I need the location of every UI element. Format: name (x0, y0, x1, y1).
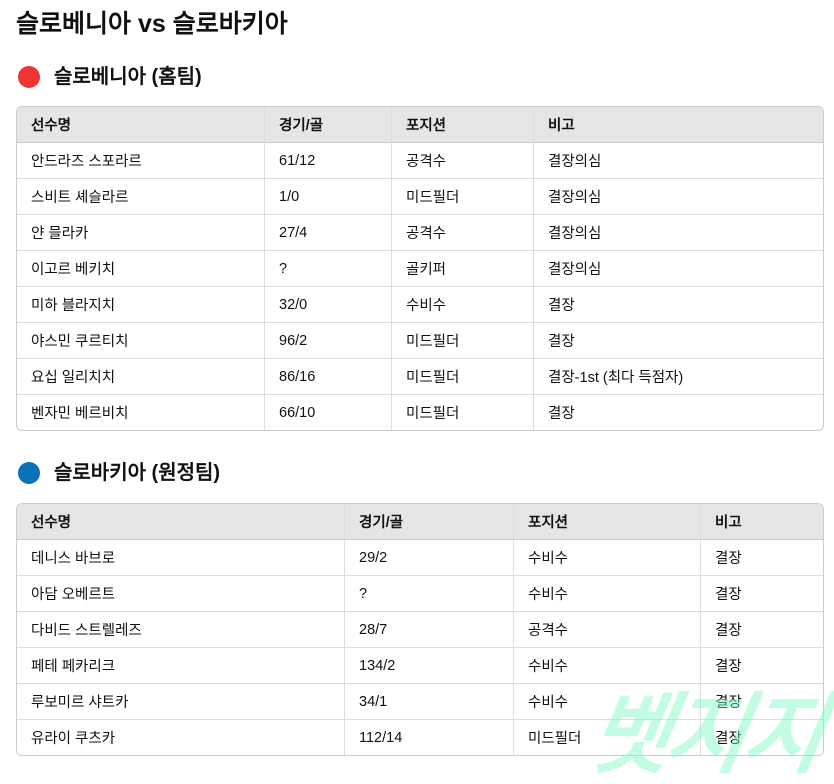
table-cell: ? (345, 576, 514, 612)
table-cell: 결장의심 (534, 251, 823, 287)
table-cell: 유라이 쿠츠카 (17, 720, 345, 755)
away-heading-text: 슬로바키아 (원정팀) (54, 462, 221, 484)
table-cell: ? (265, 251, 392, 287)
table-cell: 96/2 (265, 323, 392, 359)
table-row: 루보미르 샤트카 34/1 수비수 결장 (17, 684, 823, 720)
table-cell: 얀 믈라카 (17, 215, 265, 251)
table-cell: 미드필더 (392, 323, 534, 359)
table-cell: 61/12 (265, 143, 392, 179)
table-cell: 결장 (701, 684, 823, 720)
table-cell: 결장 (715, 731, 742, 747)
table-cell: 미드필더 (392, 395, 534, 430)
table-cell: 86/16 (265, 359, 392, 395)
table-cell: 결장 (701, 648, 823, 684)
table-row: 아담 오베르트? 수비수 결장 (17, 576, 823, 612)
column-header: 경기/골 (345, 504, 514, 540)
red-circle-icon (18, 66, 40, 88)
table-cell: 루보미르 샤트카 (17, 684, 345, 720)
table-cell: 수비수 (514, 684, 701, 720)
table-cell: 1/0 (265, 179, 392, 215)
blue-circle-icon (18, 462, 40, 484)
table-row: 다비드 스트렐레즈 28/7 공격수 결장 (17, 612, 823, 648)
table-cell: 112/14 (345, 720, 514, 755)
home-team-heading: 슬로베니아 (홈팀) (18, 62, 202, 92)
table-cell: 다비드 스트렐레즈 (17, 612, 345, 648)
table-cell: 이고르 베키치 (17, 251, 265, 287)
column-header: 비고 (534, 107, 823, 143)
table-cell: 결장의심 (534, 143, 823, 179)
table-cell: 안드라즈 스포라르 (17, 143, 265, 179)
table-row: 안드라즈 스포라르 61/12 공격수 결장의심 (17, 143, 823, 179)
table-cell: 골키퍼 (392, 251, 534, 287)
table-cell: 결장-1st (최다 득점자) (534, 359, 823, 395)
table-cell: 공격수 (392, 143, 534, 179)
table-cell: 27/4 (265, 215, 392, 251)
table-cell: 수비수 (514, 540, 701, 576)
table-cell: 결장의심 (534, 215, 823, 251)
table-row: 미하 블라지치 32/0 수비수 결장 (17, 287, 823, 323)
table-cell: 결장 (701, 576, 823, 612)
table-cell: 결장 (534, 323, 823, 359)
table-row: 얀 믈라카 27/4 공격수 결장의심 (17, 215, 823, 251)
table-cell: 결장의심 (534, 179, 823, 215)
table-row: 유라이 쿠츠카 112/14 미드필더 결장 (17, 720, 823, 755)
column-header: 포지션 (392, 107, 534, 143)
table-cell: 수비수 (514, 648, 701, 684)
table-cell: 32/0 (265, 287, 392, 323)
column-header: 선수명 (17, 504, 345, 540)
table-cell: 결장 (534, 287, 823, 323)
away-players-table: 선수명 경기/골 포지션 비고 데니스 바브로 29/2 수비수 결장 아담 오베르트? 수비수 결… (16, 503, 824, 756)
table-cell: 미드필더 (514, 720, 701, 755)
column-header: 포지션 (514, 504, 701, 540)
table-cell: 결장 (548, 406, 575, 422)
table-row: 야스민 쿠르티치 96/2 미드필더 결장 (17, 323, 823, 359)
table-cell: 벤자민 베르비치 (17, 395, 265, 430)
table-cell: 미드필더 (392, 359, 534, 395)
table-row: 이고르 베키치? 골키퍼 결장의심 (17, 251, 823, 287)
table-cell: 요십 일리치치 (17, 359, 265, 395)
table-cell: 결장 (701, 612, 823, 648)
table-cell: 29/2 (345, 540, 514, 576)
table-cell: 아담 오베르트 (17, 576, 345, 612)
table-cell: 134/2 (345, 648, 514, 684)
table-cell: 페테 페카리크 (17, 648, 345, 684)
table-cell: 야스민 쿠르티치 (17, 323, 265, 359)
column-header: 선수명 (17, 107, 265, 143)
table-cell: 미드필더 (392, 179, 534, 215)
home-heading-text: 슬로베니아 (홈팀) (54, 66, 202, 88)
table-cell: 수비수 (514, 576, 701, 612)
column-header: 비고 (701, 504, 823, 540)
table-cell: 공격수 (392, 215, 534, 251)
column-header: 경기/골 (265, 107, 392, 143)
table-row: 요십 일리치치 86/16 미드필더 결장-1st (최다 득점자) (17, 359, 823, 395)
home-players-table: 선수명 경기/골 포지션 비고 안드라즈 스포라르 61/12 공격수 결장의심 스비트 셰슬라… (16, 106, 824, 431)
table-row: 데니스 바브로 29/2 수비수 결장 (17, 540, 823, 576)
table-cell: 34/1 (345, 684, 514, 720)
page-title: 슬로베니아 vs 슬로바키아 (16, 10, 288, 38)
table-cell: 미하 블라지치 (17, 287, 265, 323)
table-cell: 수비수 (392, 287, 534, 323)
table-cell: 공격수 (514, 612, 701, 648)
table-cell: 66/10 (265, 395, 392, 430)
away-team-heading: 슬로바키아 (원정팀) (18, 458, 220, 488)
table-cell: 28/7 (345, 612, 514, 648)
table-cell: 스비트 셰슬라르 (17, 179, 265, 215)
table-row: 페테 페카리크 134/2 수비수 결장 (17, 648, 823, 684)
table-cell: 데니스 바브로 (17, 540, 345, 576)
table-cell: 결장 (701, 540, 823, 576)
table-row: 스비트 셰슬라르 1/0 미드필더 결장의심 (17, 179, 823, 215)
table-row: 벤자민 베르비치 66/10 미드필더 결장 (17, 395, 823, 430)
